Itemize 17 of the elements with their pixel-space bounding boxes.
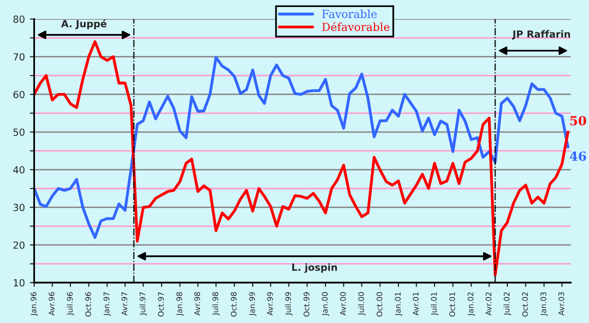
legend-label: Favorable — [322, 9, 377, 18]
data-label: 50 — [570, 116, 586, 126]
y-tick-label: 50 — [14, 128, 24, 136]
annotation: A. Juppé — [61, 19, 106, 30]
line-series — [34, 40, 570, 276]
y-tick-label: 20 — [13, 241, 24, 249]
y-tick-label: 10 — [14, 279, 24, 286]
y-tick-label: 30 — [14, 204, 24, 212]
y-tick-label: 60 — [13, 90, 24, 98]
y-tick-label: 70 — [14, 53, 24, 61]
annotation: L. jospin — [292, 263, 337, 273]
y-tick-label: 40 — [13, 166, 24, 174]
data-label: 46 — [570, 151, 586, 161]
legend-label: Défavorable — [322, 22, 390, 32]
y-tick-label: 80 — [13, 16, 24, 23]
annotation: JP Raffarin — [512, 30, 570, 40]
line-series — [34, 56, 570, 239]
